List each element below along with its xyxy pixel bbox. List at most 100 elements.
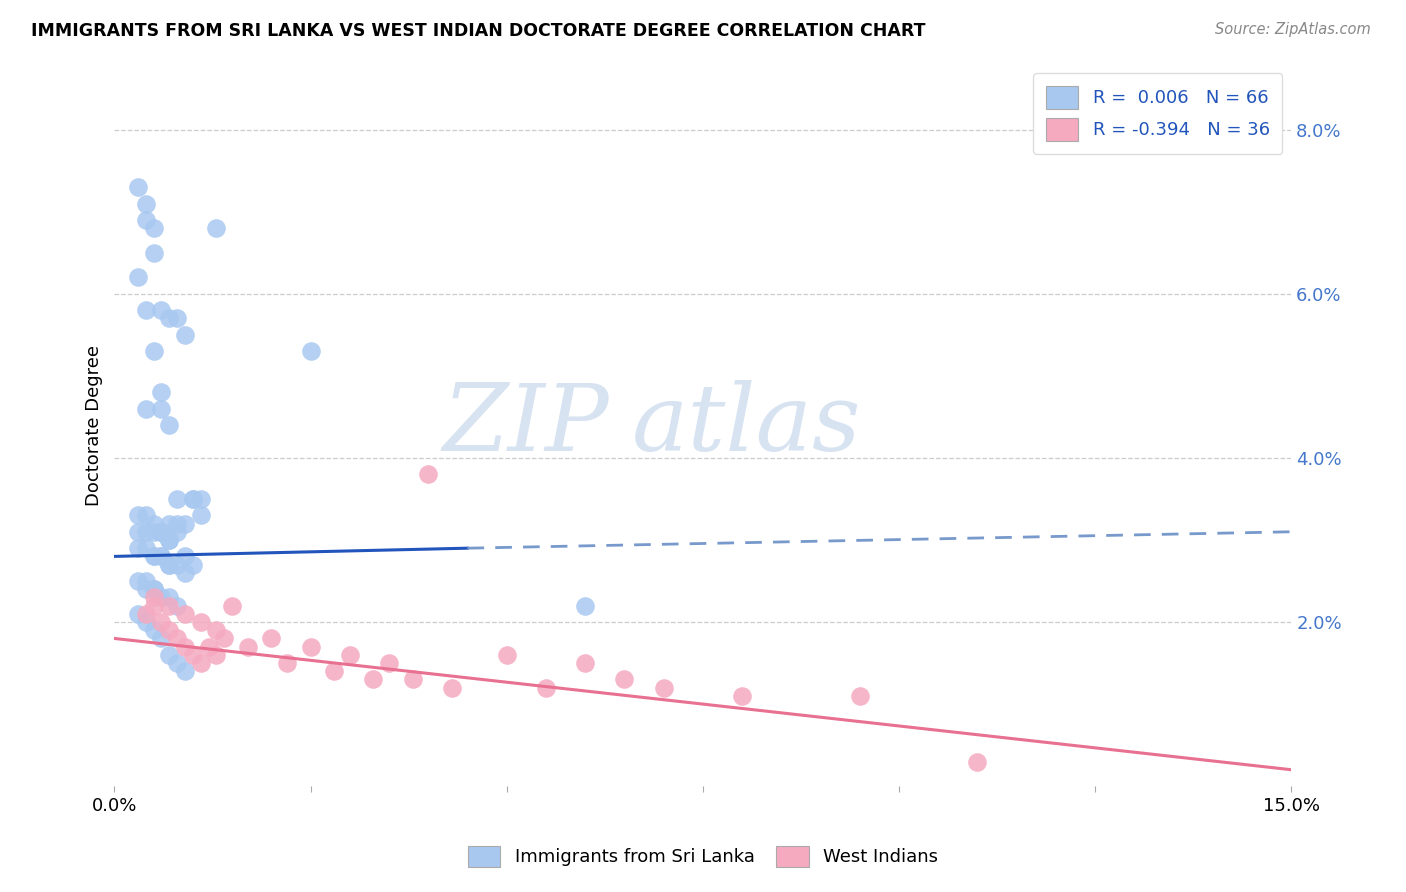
Point xyxy=(323,665,346,679)
Point xyxy=(849,689,872,703)
Y-axis label: Doctorate Degree: Doctorate Degree xyxy=(86,344,103,506)
Point xyxy=(157,624,180,638)
Text: ZIP: ZIP xyxy=(441,380,609,470)
Point xyxy=(276,656,298,670)
Point xyxy=(142,624,165,638)
Point xyxy=(127,508,149,523)
Point xyxy=(150,549,173,564)
Point xyxy=(150,524,173,539)
Point xyxy=(174,665,197,679)
Point xyxy=(166,656,188,670)
Point xyxy=(142,591,165,605)
Point xyxy=(157,311,180,326)
Point xyxy=(166,516,188,531)
Point xyxy=(299,344,322,359)
Point xyxy=(418,467,440,482)
Point xyxy=(574,599,596,613)
Point xyxy=(135,508,157,523)
Point xyxy=(174,566,197,580)
Point xyxy=(150,303,173,318)
Point xyxy=(150,385,173,400)
Point xyxy=(495,648,517,662)
Point xyxy=(378,656,401,670)
Point xyxy=(150,549,173,564)
Point xyxy=(966,755,988,769)
Point xyxy=(150,524,173,539)
Point xyxy=(157,599,180,613)
Point xyxy=(174,516,197,531)
Point xyxy=(731,689,754,703)
Point xyxy=(142,245,165,260)
Text: IMMIGRANTS FROM SRI LANKA VS WEST INDIAN DOCTORATE DEGREE CORRELATION CHART: IMMIGRANTS FROM SRI LANKA VS WEST INDIAN… xyxy=(31,22,925,40)
Point xyxy=(142,582,165,597)
Point xyxy=(127,574,149,588)
Point xyxy=(260,632,283,646)
Point xyxy=(190,508,212,523)
Point xyxy=(166,311,188,326)
Point xyxy=(135,582,157,597)
Point xyxy=(157,558,180,572)
Point xyxy=(135,401,157,416)
Point xyxy=(190,615,212,629)
Point xyxy=(157,533,180,547)
Point xyxy=(181,558,204,572)
Point xyxy=(363,673,385,687)
Point xyxy=(221,599,243,613)
Point xyxy=(613,673,636,687)
Point xyxy=(150,591,173,605)
Point xyxy=(205,624,228,638)
Point xyxy=(157,558,180,572)
Point xyxy=(157,648,180,662)
Point xyxy=(157,516,180,531)
Text: Source: ZipAtlas.com: Source: ZipAtlas.com xyxy=(1215,22,1371,37)
Point xyxy=(190,656,212,670)
Point xyxy=(534,681,557,695)
Point xyxy=(142,549,165,564)
Point xyxy=(135,524,157,539)
Point xyxy=(166,599,188,613)
Point xyxy=(127,607,149,621)
Point xyxy=(157,418,180,433)
Point xyxy=(150,524,173,539)
Point xyxy=(205,648,228,662)
Point xyxy=(135,303,157,318)
Point xyxy=(142,516,165,531)
Point xyxy=(127,524,149,539)
Point xyxy=(142,221,165,235)
Point xyxy=(127,270,149,285)
Point xyxy=(339,648,361,662)
Legend: R =  0.006   N = 66, R = -0.394   N = 36: R = 0.006 N = 66, R = -0.394 N = 36 xyxy=(1033,73,1282,153)
Point xyxy=(181,491,204,506)
Point xyxy=(135,213,157,227)
Point xyxy=(174,549,197,564)
Point xyxy=(174,607,197,621)
Point xyxy=(142,582,165,597)
Point xyxy=(299,640,322,654)
Point xyxy=(150,615,173,629)
Point xyxy=(440,681,463,695)
Point xyxy=(190,491,212,506)
Point xyxy=(150,401,173,416)
Point xyxy=(135,607,157,621)
Point xyxy=(401,673,423,687)
Point xyxy=(166,632,188,646)
Point xyxy=(174,327,197,342)
Point xyxy=(142,549,165,564)
Point xyxy=(142,599,165,613)
Text: atlas: atlas xyxy=(633,380,862,470)
Legend: Immigrants from Sri Lanka, West Indians: Immigrants from Sri Lanka, West Indians xyxy=(458,837,948,876)
Point xyxy=(212,632,235,646)
Point xyxy=(166,524,188,539)
Point xyxy=(135,574,157,588)
Point xyxy=(157,591,180,605)
Point xyxy=(166,491,188,506)
Point xyxy=(135,196,157,211)
Point xyxy=(574,656,596,670)
Point xyxy=(205,221,228,235)
Point xyxy=(142,344,165,359)
Point xyxy=(236,640,259,654)
Point xyxy=(652,681,675,695)
Point xyxy=(157,533,180,547)
Point xyxy=(127,541,149,556)
Point xyxy=(197,640,219,654)
